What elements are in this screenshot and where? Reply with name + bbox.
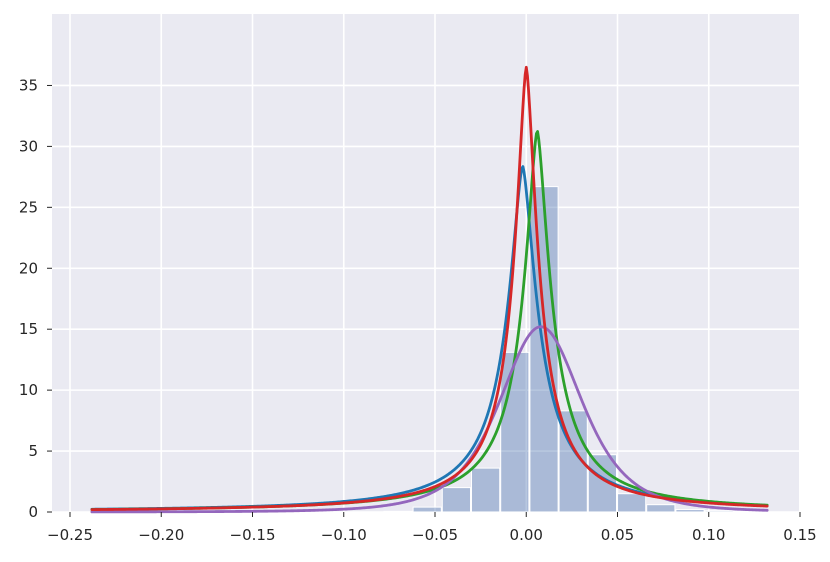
y-tick-label: 30	[19, 137, 38, 155]
x-tick-label: −0.15	[230, 526, 276, 544]
x-tick-label: 0.05	[601, 526, 634, 544]
y-tick-label: 0	[28, 503, 38, 521]
density-curve	[90, 325, 769, 514]
histogram-bar	[500, 351, 530, 513]
x-axis-ticks: −0.25 −0.20 −0.15 −0.10 −0.05 0.00 0.05 0.10 0.1…	[47, 512, 817, 544]
x-tick-label: 0.15	[783, 526, 816, 544]
density-curves	[90, 65, 769, 514]
histogram-bar	[471, 467, 501, 513]
histogram-bar	[646, 504, 676, 513]
y-axis-ticks: 0 5 10 15 20 25 30 35	[19, 76, 52, 521]
plot-background	[52, 14, 799, 512]
y-tick-label: 25	[19, 198, 38, 216]
x-tick-label: −0.25	[47, 526, 93, 544]
histogram-bar	[383, 510, 413, 513]
y-tick-label: 20	[19, 259, 38, 277]
y-tick-label: 10	[19, 381, 38, 399]
x-tick-label: −0.20	[138, 526, 184, 544]
histogram-bar	[675, 509, 705, 513]
x-tick-label: 0.00	[510, 526, 543, 544]
histogram-bar	[733, 510, 763, 513]
histogram-bar	[704, 510, 734, 513]
histogram-bar	[441, 487, 471, 513]
y-tick-label: 35	[19, 76, 38, 94]
y-tick-label: 5	[28, 442, 38, 460]
x-tick-label: −0.10	[321, 526, 367, 544]
histogram-bar	[412, 506, 442, 513]
density-curve	[90, 65, 769, 512]
y-tick-label: 15	[19, 320, 38, 338]
x-tick-label: 0.10	[692, 526, 725, 544]
histogram-bar	[617, 493, 647, 513]
x-tick-label: −0.05	[412, 526, 458, 544]
